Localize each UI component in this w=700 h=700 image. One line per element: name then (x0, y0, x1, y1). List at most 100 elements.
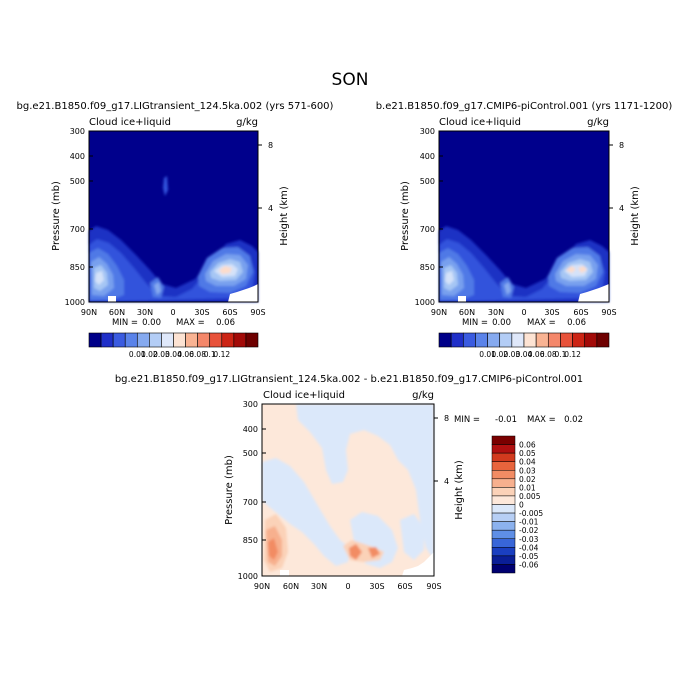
panel-1-y-ticks: 300 400 500 700 850 1000 (65, 127, 93, 307)
panel-2-x-ticks: 90N 60N 30N 0 30S 60S 90S (431, 308, 617, 317)
panel-1-units: g/kg (236, 117, 258, 128)
panel-3-right-ticks: 8 4 (434, 414, 449, 486)
panel-2-ytick-label: 1000 (415, 298, 435, 307)
panel-1-xtick-label: 90S (250, 308, 265, 317)
panel-1-contour-band (163, 176, 168, 196)
colorbar-swatch (149, 332, 162, 348)
panel-1-variable-label: Cloud ice+liquid (89, 117, 171, 128)
panel-3-contour-band (262, 458, 350, 566)
colorbar-swatch (491, 504, 516, 514)
panel-2-colorbar: 0.010.020.030.040.060.080.10.12 (438, 332, 610, 359)
colorbar-swatch (185, 332, 198, 348)
colorbar-swatch (100, 332, 114, 348)
colorbar-swatch (475, 332, 488, 348)
panel-3-max-value: 0.02 (564, 415, 583, 425)
panel-1-ytick-label: 700 (70, 225, 85, 234)
colorbar-swatch (487, 332, 501, 348)
panel-3-colorbar: 0.060.050.040.030.020.010.0050-0.005-0.0… (491, 435, 543, 574)
panel-3-ytick-label: 850 (243, 536, 258, 545)
panel-2-ytick-label: 300 (420, 127, 435, 136)
panel-2-min-value: 0.00 (492, 318, 511, 328)
panel-3-ytick-label: 1000 (238, 572, 258, 581)
colorbar-swatch (209, 332, 223, 348)
panel-2-min-label: MIN = (462, 318, 488, 328)
panel-2-xtick-label: 0 (521, 308, 526, 317)
colorbar-swatch (161, 332, 174, 348)
colorbar-swatch (491, 521, 516, 531)
panel-2-rtick-label: 4 (619, 204, 624, 213)
colorbar-swatch (584, 332, 598, 348)
panel-3-x-ticks: 90N 60N 30N 0 30S 60S 90S (254, 582, 442, 591)
panel-2-xtick-label: 30S (544, 308, 559, 317)
panel-2-ylabel-right: Height (km) (630, 186, 641, 246)
panel-1-ytick-label: 500 (70, 177, 85, 186)
panel-3-variable-label: Cloud ice+liquid (263, 390, 345, 401)
colorbar-label: 0.06 (177, 350, 194, 359)
panel-3-title: bg.e21.B1850.f09_g17.LIGtransient_124.5k… (115, 374, 583, 385)
colorbar-label: 0.12 (564, 350, 581, 359)
panel-3-contour-band (268, 538, 278, 560)
colorbar-swatch (523, 332, 537, 348)
panel-2: b.e21.B1850.f09_g17.CMIP6-piControl.001 … (376, 101, 673, 359)
panel-3-xtick-label: 30S (369, 582, 384, 591)
colorbar-swatch (491, 555, 516, 565)
colorbar-swatch (491, 538, 516, 548)
colorbar-label: 0.04 (516, 350, 533, 359)
panel-3-xtick-label: 90N (254, 582, 270, 591)
colorbar-swatch (245, 332, 259, 348)
panel-2-contour-band (566, 266, 587, 273)
panel-3-rtick-label: 4 (444, 477, 449, 486)
panel-2-variable-label: Cloud ice+liquid (439, 117, 521, 128)
panel-1-max-label: MAX = (176, 318, 205, 328)
panel-2-frame (438, 130, 610, 303)
panel-3-plot (261, 403, 435, 577)
panel-2-xtick-label: 90N (431, 308, 447, 317)
panel-1-ylabel-right: Height (km) (279, 186, 290, 246)
panel-1-contour-band (95, 271, 104, 285)
panel-2-xtick-label: 60N (459, 308, 475, 317)
panel-2-xtick-label: 30N (488, 308, 504, 317)
colorbar-label: 0.005 (519, 492, 541, 501)
panel-3-xtick-label: 30N (311, 582, 327, 591)
panel-3-contour-band (349, 544, 380, 560)
panel-1-xtick-label: 30S (194, 308, 209, 317)
panel-1: bg.e21.B1850.f09_g17.LIGtransient_124.5k… (17, 101, 334, 359)
panel-3-contours (262, 404, 434, 572)
colorbar-swatch (491, 478, 516, 488)
colorbar-label: 0 (519, 501, 524, 510)
panel-1-plot (88, 130, 259, 303)
colorbar-label: -0.005 (519, 509, 543, 518)
colorbar-label: -0.06 (519, 560, 539, 569)
panel-1-frame (88, 130, 259, 303)
panel-2-xtick-label: 90S (601, 308, 616, 317)
panel-1-ytick-label: 300 (70, 127, 85, 136)
panel-3-rtick-label: 8 (444, 414, 449, 423)
colorbar-swatch (491, 564, 516, 574)
panel-3-ylabel: Pressure (mb) (224, 455, 235, 525)
panel-3-topography (280, 552, 434, 576)
panel-2-max-value: 0.06 (567, 318, 586, 328)
colorbar-swatch (450, 332, 464, 348)
panel-2-plot (438, 130, 610, 303)
panel-1-xtick-label: 30N (137, 308, 153, 317)
colorbar-label: 0.03 (519, 466, 536, 475)
panel-2-contour-band (445, 271, 454, 285)
panel-1-min-value: 0.00 (142, 318, 161, 328)
panel-1-xtick-label: 90N (81, 308, 97, 317)
panel-2-contours (439, 226, 609, 302)
colorbar-label: 0.08 (540, 350, 557, 359)
panel-1-ylabel: Pressure (mb) (51, 181, 62, 251)
panel-2-ylabel: Pressure (mb) (400, 181, 411, 251)
colorbar-label: 0.02 (491, 350, 508, 359)
panel-2-topography (458, 284, 609, 302)
colorbar-swatch (491, 547, 516, 557)
colorbar-swatch (491, 435, 516, 445)
panel-2-minmax: MIN = 0.00 MAX = 0.06 (462, 318, 586, 328)
panel-1-xtick-label: 60N (109, 308, 125, 317)
panel-3-contour-band (296, 404, 434, 560)
colorbar-label: 0.04 (165, 350, 182, 359)
panel-2-ytick-label: 850 (420, 263, 435, 272)
colorbar-swatch (491, 470, 516, 480)
colorbar-label: 0.02 (141, 350, 158, 359)
